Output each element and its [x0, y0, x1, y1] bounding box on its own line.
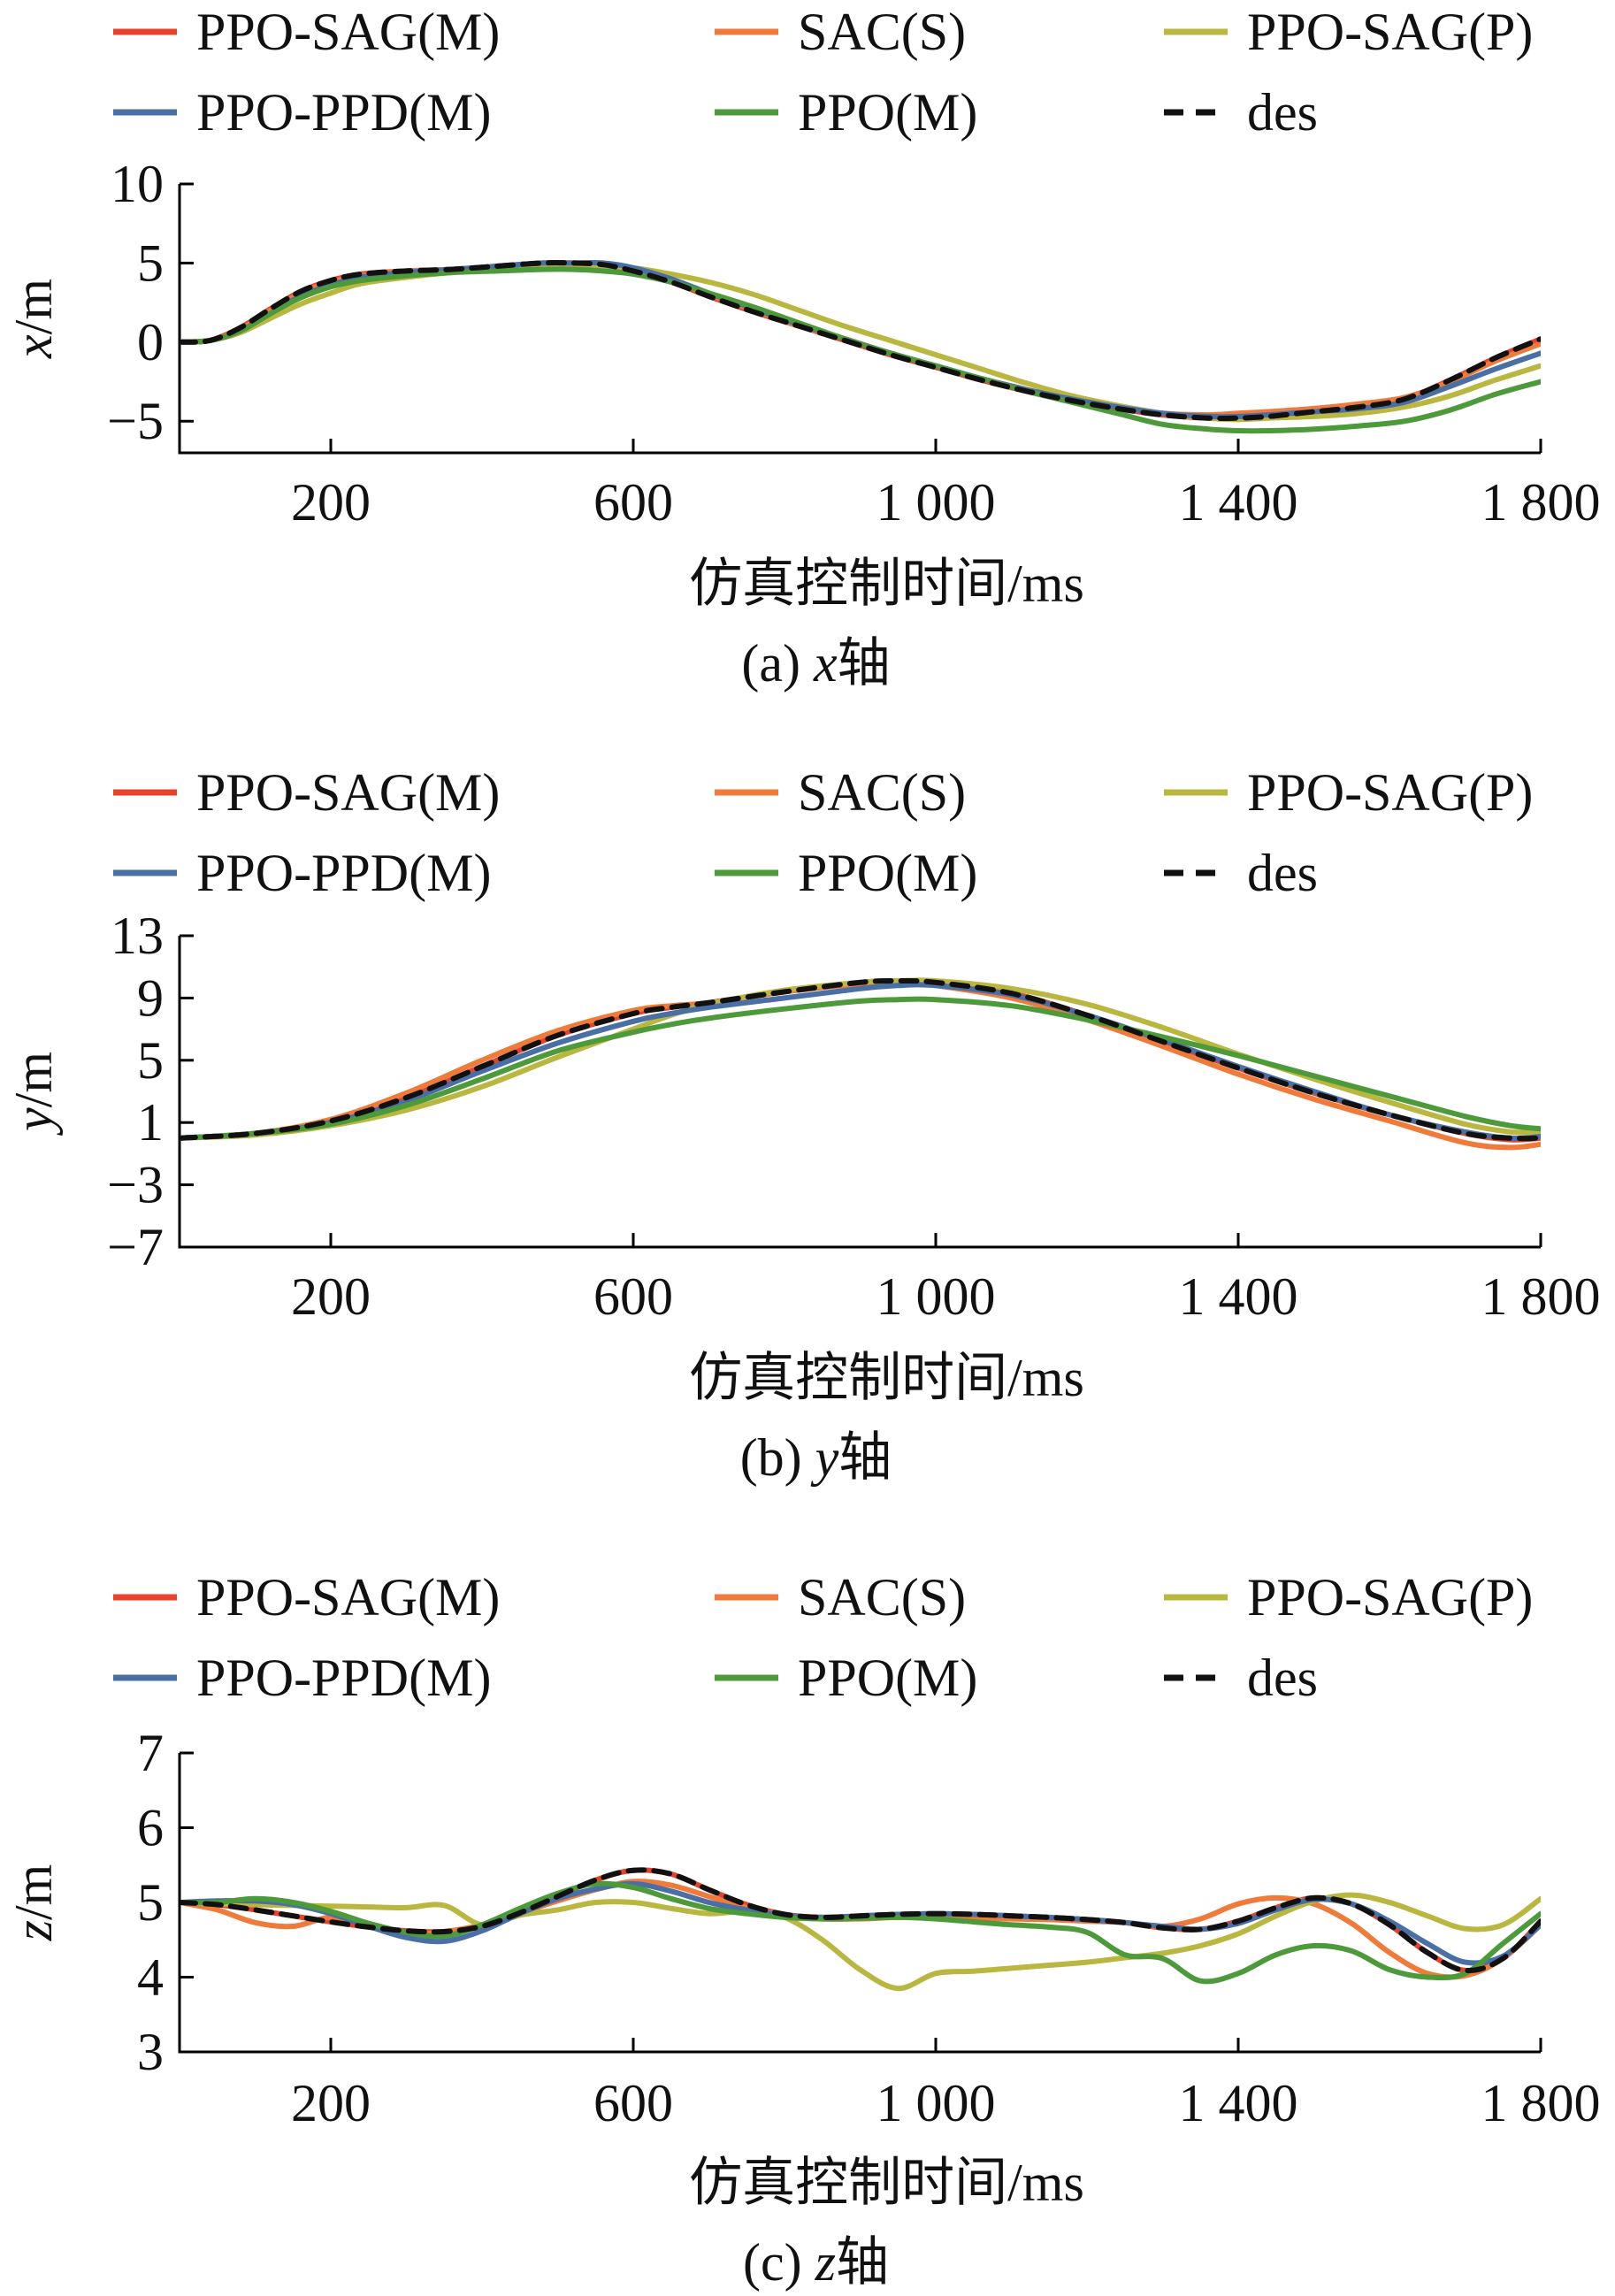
chart-panel-x: PPO-SAG(M) SAC(S) PPO-SAG(P) PPO-PPD(M) PPO(…	[4, 3, 1601, 693]
legend-label: PPO-PPD(M)	[196, 83, 491, 142]
y-tick-label: 13	[111, 907, 164, 965]
x-tick-label: 1 000	[876, 2074, 996, 2132]
x-tick-label: 200	[291, 1267, 371, 1326]
series-line-SAC(S)	[180, 979, 1541, 1151]
x-tick-label: 1 400	[1179, 473, 1298, 532]
x-tick-label: 1 000	[876, 1267, 996, 1326]
series-group	[180, 1867, 1541, 1992]
panel-caption: (c) z轴	[743, 2233, 889, 2292]
legend-label: des	[1247, 83, 1318, 142]
legend: PPO-SAG(M) SAC(S) PPO-SAG(P) PPO-PPD(M) PPO(…	[113, 763, 1533, 902]
legend-label: PPO-SAG(P)	[1247, 763, 1533, 822]
legend-label: SAC(S)	[798, 3, 966, 61]
x-tick-label: 200	[291, 2074, 371, 2132]
series-line-des	[180, 1867, 1541, 1974]
legend-label: PPO-PPD(M)	[196, 1649, 491, 1707]
panel-caption: (a) x轴	[741, 634, 890, 693]
x-tick-label: 200	[291, 473, 371, 532]
series-group	[180, 977, 1541, 1151]
series-group	[180, 260, 1541, 434]
x-tick-label: 600	[593, 2074, 673, 2132]
series-line-PPO(M)	[180, 266, 1541, 434]
y-tick-label: 0	[137, 313, 164, 371]
y-tick-label: 7	[137, 1724, 164, 1782]
panel-caption: (b) y轴	[740, 1428, 892, 1487]
legend-label: SAC(S)	[798, 763, 966, 822]
y-tick-label: 9	[137, 968, 164, 1027]
chart-panel-z: PPO-SAG(M) SAC(S) PPO-SAG(P) PPO-PPD(M) PPO(…	[4, 1568, 1601, 2292]
legend-label: PPO-PPD(M)	[196, 844, 491, 902]
axes	[178, 184, 1541, 455]
x-axis-title: 仿真控制时间/ms	[689, 2154, 1084, 2212]
legend: PPO-SAG(M) SAC(S) PPO-SAG(P) PPO-PPD(M) PPO(…	[113, 3, 1533, 142]
series-line-PPO-PPD(M)	[180, 260, 1541, 420]
x-tick-label: 1 400	[1179, 1267, 1298, 1326]
series-line-SAC(S)	[180, 260, 1541, 418]
y-axis-title: x/m	[4, 279, 63, 359]
legend-label: PPO(M)	[798, 1649, 977, 1707]
y-tick-label: 4	[137, 1948, 164, 2007]
x-axis-title: 仿真控制时间/ms	[689, 1349, 1084, 1407]
series-line-des	[180, 977, 1541, 1142]
series-line-PPO-SAG(M)	[180, 260, 1541, 422]
x-tick-label: 600	[593, 1267, 673, 1326]
x-axis-title: 仿真控制时间/ms	[689, 555, 1084, 613]
x-tick-label: 1 800	[1481, 1267, 1601, 1326]
legend-label: PPO(M)	[798, 844, 977, 902]
y-tick-label: 3	[137, 2023, 164, 2081]
y-tick-label: 5	[137, 1873, 164, 1932]
x-tick-label: 600	[593, 473, 673, 532]
chart-panel-y: PPO-SAG(M) SAC(S) PPO-SAG(P) PPO-PPD(M) PPO(…	[4, 763, 1601, 1487]
legend-label: PPO-SAG(M)	[196, 3, 500, 61]
legend-label: PPO-SAG(M)	[196, 1568, 500, 1626]
legend-label: PPO-SAG(P)	[1247, 1568, 1533, 1626]
y-tick-label: 5	[137, 1031, 164, 1090]
legend-label: SAC(S)	[798, 1568, 966, 1626]
series-line-PPO-SAG(P)	[180, 1892, 1541, 1992]
y-tick-label: −7	[107, 1218, 164, 1276]
y-axis-title: z/m	[4, 1864, 63, 1942]
y-tick-label: 5	[137, 233, 164, 292]
x-tick-label: 1 000	[876, 473, 996, 532]
series-line-PPO(M)	[180, 996, 1541, 1141]
legend-label: des	[1247, 844, 1318, 902]
y-axis-title: y/m	[4, 1052, 63, 1137]
x-tick-label: 1 800	[1481, 473, 1601, 532]
y-tick-label: 10	[111, 155, 164, 213]
x-tick-label: 1 400	[1179, 2074, 1298, 2132]
x-tick-label: 1 800	[1481, 2074, 1601, 2132]
legend-label: PPO-SAG(P)	[1247, 3, 1533, 61]
y-tick-label: 1	[137, 1093, 164, 1152]
legend-label: PPO-SAG(M)	[196, 763, 500, 822]
legend: PPO-SAG(M) SAC(S) PPO-SAG(P) PPO-PPD(M) PPO(…	[113, 1568, 1533, 1707]
y-tick-label: 6	[137, 1799, 164, 1857]
series-line-des	[180, 260, 1541, 422]
legend-label: des	[1247, 1649, 1318, 1707]
legend-label: PPO(M)	[798, 83, 977, 142]
y-tick-label: −3	[107, 1156, 164, 1214]
y-tick-label: −5	[107, 392, 164, 450]
